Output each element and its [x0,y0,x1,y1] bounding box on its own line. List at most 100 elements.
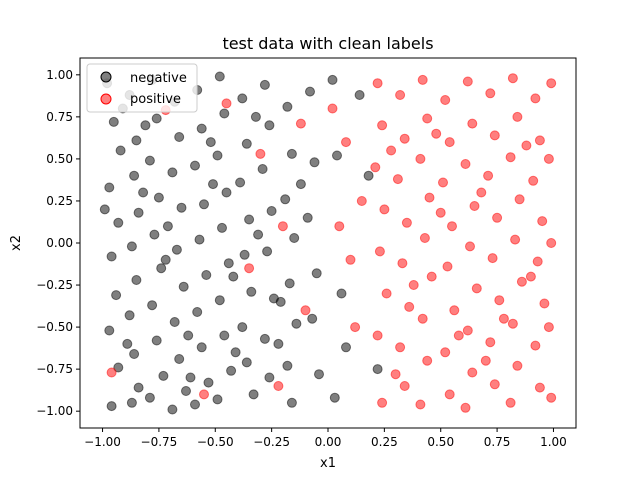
point-positive-93 [498,313,509,324]
point-negative-77 [282,101,293,112]
point-negative-51 [219,108,230,119]
point-positive-27 [401,217,412,228]
legend: negative positive [86,63,198,113]
point-negative-114 [230,347,241,358]
point-negative-84 [286,397,297,408]
point-negative-116 [275,296,286,307]
point-negative-81 [284,278,295,289]
y-tick-label-1: −0.75 [36,362,73,376]
legend-marker-positive [100,93,112,105]
point-negative-90 [314,369,324,380]
x-axis-label: x1 [320,456,336,471]
point-negative-80 [289,233,300,243]
x-tick-label-0: −1.00 [84,435,121,449]
point-negative-115 [253,229,264,240]
point-negative-37 [174,354,185,364]
point-negative-54 [217,222,227,233]
point-negative-34 [171,244,182,255]
point-positive-90 [431,128,442,139]
point-negative-55 [223,258,234,269]
point-negative-71 [257,164,268,174]
point-positive-88 [386,145,397,156]
x-tick-label-1: −0.75 [141,435,178,449]
point-negative-29 [144,392,155,403]
x-tick-label-7: 0.75 [484,435,511,449]
point-positive-31 [399,381,410,391]
point-positive-2 [199,389,209,400]
y-tick-label-6: 0.50 [46,152,73,166]
point-positive-21 [381,288,392,299]
point-positive-29 [404,301,415,312]
point-negative-62 [235,177,246,188]
point-positive-14 [350,322,361,333]
point-positive-81 [530,340,541,351]
point-negative-88 [311,268,322,279]
point-positive-26 [392,174,403,185]
point-negative-93 [336,288,347,299]
point-positive-83 [546,78,557,89]
point-negative-102 [183,330,194,341]
point-negative-13 [133,207,144,218]
point-positive-19 [379,204,390,215]
point-positive-54 [471,283,482,294]
y-tick-label-2: −0.50 [36,320,73,334]
point-negative-44 [194,234,205,245]
point-positive-97 [480,355,491,366]
point-negative-27 [151,335,162,346]
point-positive-65 [489,379,500,390]
point-positive-52 [469,201,480,211]
x-axis: −1.00 −0.75 −0.50 −0.25 0.00 0.25 0.50 0.75 1.00 [84,428,567,449]
point-negative-50 [214,71,225,82]
point-negative-56 [214,295,225,306]
point-negative-68 [248,389,259,400]
point-negative-45 [201,270,212,280]
point-negative-113 [208,179,218,190]
point-negative-104 [228,271,239,282]
point-negative-28 [158,370,169,381]
point-positive-41 [440,95,451,105]
point-negative-48 [203,377,214,388]
point-positive-50 [467,118,478,129]
point-negative-6 [111,290,122,301]
point-positive-68 [505,152,516,163]
point-negative-111 [162,221,173,232]
point-positive-22 [372,330,383,341]
point-positive-12 [341,137,351,148]
point-negative-58 [226,365,237,376]
point-positive-40 [415,399,426,410]
point-positive-48 [444,389,455,400]
point-negative-82 [291,318,302,329]
point-negative-70 [264,120,275,131]
point-positive-13 [345,254,356,265]
x-tick-label-4: 0.00 [315,435,342,449]
point-negative-107 [295,179,306,190]
point-negative-108 [99,204,110,215]
point-positive-87 [546,392,557,403]
point-positive-57 [460,402,471,413]
point-negative-4 [113,217,124,228]
y-tick-label-7: 0.75 [46,110,73,124]
point-negative-109 [122,338,133,349]
point-negative-92 [332,150,342,161]
point-negative-63 [244,214,255,225]
y-tick-label-8: 1.00 [46,68,73,82]
point-positive-94 [521,140,532,151]
point-negative-46 [192,307,203,317]
point-negative-78 [286,148,297,159]
point-positive-10 [327,103,338,114]
x-tick-label-8: 1.00 [540,435,567,449]
x-tick-label-3: −0.25 [253,435,290,449]
point-negative-110 [140,120,151,131]
point-negative-100 [138,187,149,198]
point-negative-7 [104,325,115,336]
point-negative-38 [181,386,191,396]
point-positive-20 [374,246,385,257]
point-positive-35 [424,192,435,203]
point-negative-103 [205,137,216,148]
point-positive-77 [528,175,539,186]
x-tick-label-5: 0.25 [371,435,398,449]
point-negative-32 [167,167,178,178]
point-negative-47 [196,342,207,353]
point-positive-18 [370,162,381,173]
